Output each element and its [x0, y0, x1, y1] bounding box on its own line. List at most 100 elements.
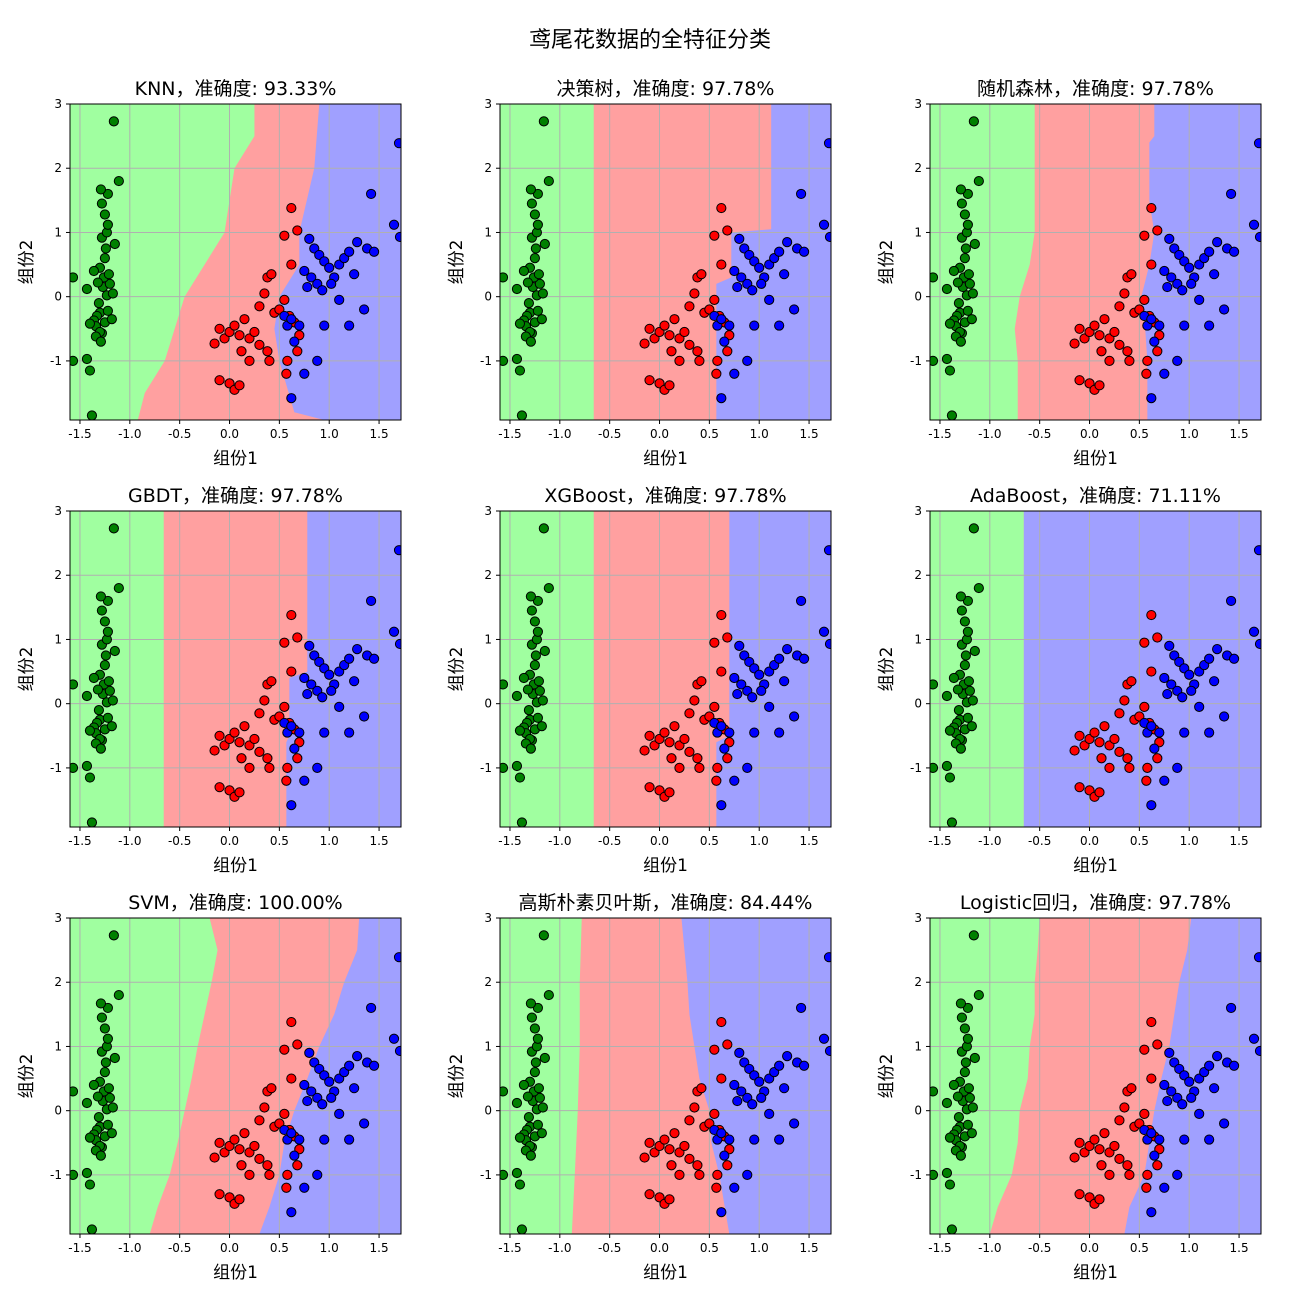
region-green [500, 511, 594, 827]
data-point [722, 1039, 733, 1050]
x-tick-label: 0.5 [700, 1241, 719, 1255]
data-point [944, 365, 956, 376]
data-point [514, 318, 526, 329]
data-point [639, 338, 650, 349]
data-point [944, 772, 956, 783]
data-point [286, 721, 297, 732]
data-point [286, 259, 297, 270]
x-axis-label: 组份1 [643, 449, 688, 469]
data-point [694, 762, 705, 774]
data-point [306, 272, 317, 283]
y-axis-label: 组份2 [877, 240, 897, 285]
x-axis-label: 组份1 [213, 1263, 258, 1283]
subplot-9: -1.5 -1.0 -0.5 0.0 0.5 1.0 1.5 -1 0 1 2 3 Logistic回归… [877, 892, 1262, 1283]
figure-suptitle: 鸢尾花数据的全特征分类 [529, 28, 771, 53]
y-tick-label: 1 [914, 632, 922, 646]
data-point [88, 265, 100, 277]
data-point [525, 998, 537, 1009]
data-point [84, 1132, 96, 1143]
data-point [1152, 1160, 1163, 1171]
data-point [941, 353, 953, 365]
y-tick-label: 0 [484, 1104, 492, 1118]
data-point [1254, 638, 1261, 650]
data-point [1094, 1194, 1105, 1205]
data-point [1248, 626, 1260, 637]
data-point [312, 355, 323, 367]
data-point [522, 1091, 534, 1102]
grid [70, 917, 401, 1234]
scatter-points [70, 930, 401, 1234]
data-point [1225, 595, 1237, 607]
data-point [722, 632, 733, 643]
y-tick-label: -1 [480, 1168, 492, 1182]
data-point [538, 523, 549, 534]
data-point [716, 1073, 727, 1084]
data-point [103, 676, 114, 687]
data-point [84, 772, 96, 783]
data-point [99, 209, 110, 220]
data-point [944, 1179, 956, 1190]
data-point [234, 737, 245, 748]
data-point [102, 305, 113, 316]
y-axis-label: 组份2 [17, 647, 37, 692]
y-tick-label: 0 [914, 1104, 922, 1118]
data-point [312, 762, 323, 774]
x-tick-label: 0.0 [220, 834, 239, 848]
data-point [692, 753, 703, 764]
data-point [736, 1086, 747, 1097]
data-point [1142, 1169, 1153, 1181]
data-point [1179, 320, 1190, 331]
data-point [99, 1023, 110, 1034]
data-point [514, 1132, 526, 1143]
data-point [764, 701, 775, 712]
x-tick-label: 1.0 [320, 834, 339, 848]
data-point [1164, 1047, 1175, 1058]
subplot-grid: -1.5 -1.0 -0.5 0.0 0.5 1.0 1.5 -1 0 1 2 3 KNN，准确度: 9… [17, 78, 1262, 1283]
subplot-title: XGBoost，准确度: 97.78% [544, 485, 786, 507]
data-point [664, 380, 675, 391]
x-tick-label: 1.5 [370, 1241, 389, 1255]
data-point [523, 705, 535, 716]
data-point [689, 1102, 700, 1113]
data-point [286, 800, 297, 811]
data-point [724, 727, 735, 738]
decision-regions [930, 918, 1261, 1234]
data-point [644, 375, 655, 386]
data-point [236, 1160, 247, 1171]
data-point [969, 645, 980, 657]
data-point [666, 346, 677, 357]
x-tick-label: -0.5 [1028, 834, 1051, 848]
y-tick-label: 3 [54, 504, 62, 518]
data-point [514, 1179, 526, 1190]
data-point [955, 743, 967, 754]
data-point [824, 1045, 831, 1057]
subplot-8: -1.5 -1.0 -0.5 0.0 0.5 1.0 1.5 -1 0 1 2 3 高斯朴素贝叶斯，准确… [447, 892, 832, 1283]
data-point [964, 685, 975, 696]
grid [930, 917, 1261, 1234]
data-point [299, 775, 310, 786]
data-point [1126, 1083, 1137, 1094]
scatter-points [930, 523, 1261, 827]
data-point [1094, 380, 1105, 391]
x-tick-label: -1.5 [928, 1241, 951, 1255]
data-point [107, 695, 118, 706]
data-point [716, 1207, 727, 1218]
data-point [1159, 775, 1170, 786]
data-point [279, 1108, 290, 1119]
data-point [1194, 1108, 1205, 1119]
data-point [312, 1169, 323, 1181]
data-point [1219, 304, 1230, 315]
x-tick-label: 0.0 [650, 834, 669, 848]
data-point [108, 523, 119, 534]
data-point [782, 643, 793, 655]
scatter-points [500, 116, 831, 420]
data-point [719, 1150, 730, 1161]
data-point [532, 305, 543, 316]
data-point [962, 219, 973, 230]
data-point [286, 1016, 297, 1028]
data-point [292, 346, 303, 357]
data-point [294, 1134, 305, 1145]
data-point [523, 298, 535, 309]
data-point [689, 695, 700, 706]
subplot-5: -1.5 -1.0 -0.5 0.0 0.5 1.0 1.5 -1 0 1 2 3 XGBoost，准确… [447, 485, 832, 876]
